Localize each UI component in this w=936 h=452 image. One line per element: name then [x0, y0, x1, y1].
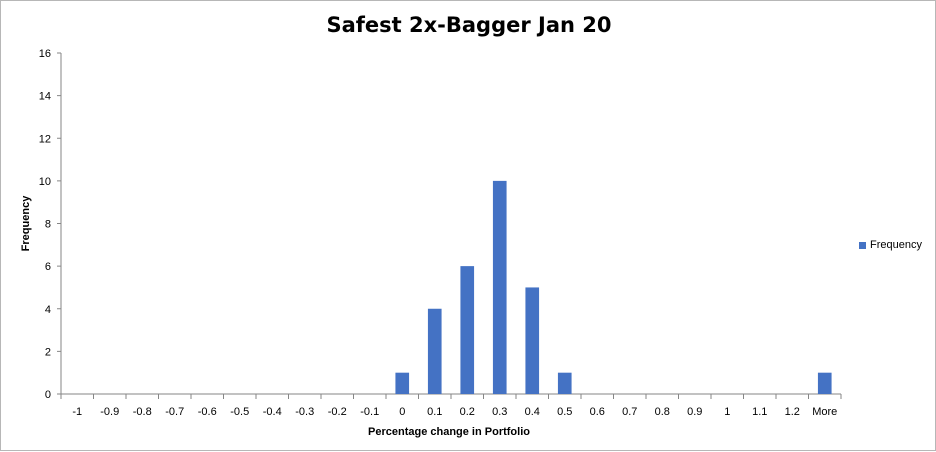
x-tick-label: -0.3: [295, 406, 314, 418]
x-tick-label: 0.1: [427, 406, 442, 418]
x-tick-label: -0.2: [328, 406, 347, 418]
bar: [395, 372, 410, 394]
x-tick-label: -1: [72, 406, 82, 418]
bar: [427, 308, 442, 394]
x-tick-label: -0.6: [198, 406, 217, 418]
x-tick-label: 0: [399, 406, 405, 418]
chart-title: Safest 2x-Bagger Jan 20: [326, 13, 612, 37]
bar: [525, 287, 540, 394]
bar: [817, 372, 832, 394]
legend-label: Frequency: [870, 239, 922, 251]
x-tick-label: -0.7: [165, 406, 184, 418]
x-tick-label: -0.1: [360, 406, 379, 418]
x-tick-label: -0.9: [100, 406, 119, 418]
legend-swatch: [859, 241, 866, 249]
y-axis-title: Frequency: [20, 195, 32, 252]
x-tick-label: 0.6: [590, 406, 605, 418]
y-tick-label: 10: [39, 176, 51, 188]
y-tick-label: 2: [45, 346, 51, 358]
x-tick-label: 0.3: [492, 406, 507, 418]
y-tick-label: 16: [39, 48, 51, 60]
y-tick-label: 6: [45, 261, 51, 273]
bar: [492, 180, 507, 394]
x-tick-label: 0.2: [460, 406, 475, 418]
y-tick-label: 8: [45, 219, 51, 231]
legend: Frequency: [859, 239, 922, 251]
x-tick-label: 0.7: [622, 406, 637, 418]
x-tick-label: 0.9: [687, 406, 702, 418]
x-tick-label: 0.8: [655, 406, 670, 418]
bar: [460, 266, 475, 394]
x-tick-label: 0.4: [525, 406, 540, 418]
x-tick-label: -0.8: [133, 406, 152, 418]
x-tick-label: 1.2: [785, 406, 800, 418]
x-tick-label: -0.4: [263, 406, 282, 418]
x-axis-title: Percentage change in Portfolio: [368, 426, 530, 438]
y-tick-label: 14: [39, 91, 51, 103]
x-tick-label: -0.5: [230, 406, 249, 418]
x-tick-label: 1.1: [752, 406, 767, 418]
y-tick-label: 0: [45, 389, 51, 401]
x-tick-label: 0.5: [557, 406, 572, 418]
x-tick-label: More: [812, 406, 837, 418]
y-tick-label: 12: [39, 133, 51, 145]
x-tick-label: 1: [724, 406, 730, 418]
y-tick-label: 4: [45, 304, 51, 316]
bar: [557, 372, 572, 394]
